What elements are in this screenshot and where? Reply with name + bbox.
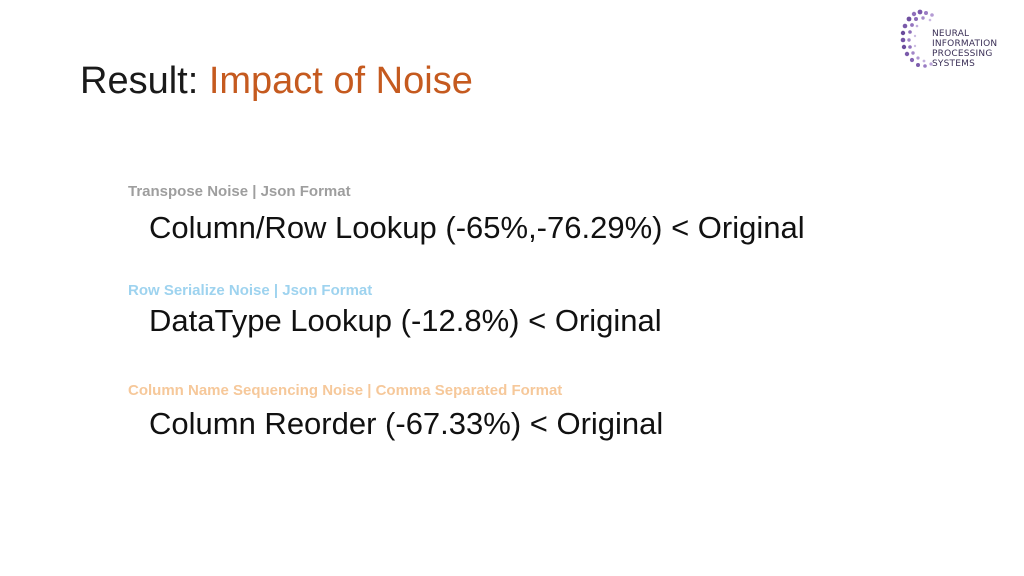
page-title: Result: Impact of Noise: [80, 60, 473, 103]
item-text-column-row-lookup: Column/Row Lookup (-65%,-76.29%) < Origi…: [149, 210, 805, 245]
title-prefix: Result:: [80, 60, 209, 102]
item-text-datatype-lookup: DataType Lookup (-12.8%) < Original: [149, 303, 662, 338]
item-label-column-name-sequencing: Column Name Sequencing Noise | Comma Sep…: [128, 382, 563, 399]
logo-line-processing: PROCESSING: [932, 49, 993, 59]
title-highlight: Impact of Noise: [208, 60, 473, 102]
item-label-transpose: Transpose Noise | Json Format: [128, 183, 351, 200]
logo-line-neural: NEURAL: [932, 29, 970, 39]
item-label-row-serialize: Row Serialize Noise | Json Format: [128, 282, 373, 299]
logo-text: NEURAL INFORMATION PROCESSING SYSTEMS: [932, 29, 997, 69]
logo-line-systems: SYSTEMS: [932, 59, 975, 69]
item-text-column-reorder: Column Reorder (-67.33%) < Original: [149, 406, 664, 441]
neurips-dots-icon: [900, 9, 934, 68]
neurips-logo: NEURAL INFORMATION PROCESSING SYSTEMS: [900, 6, 1010, 76]
logo-line-information: INFORMATION: [932, 39, 998, 49]
